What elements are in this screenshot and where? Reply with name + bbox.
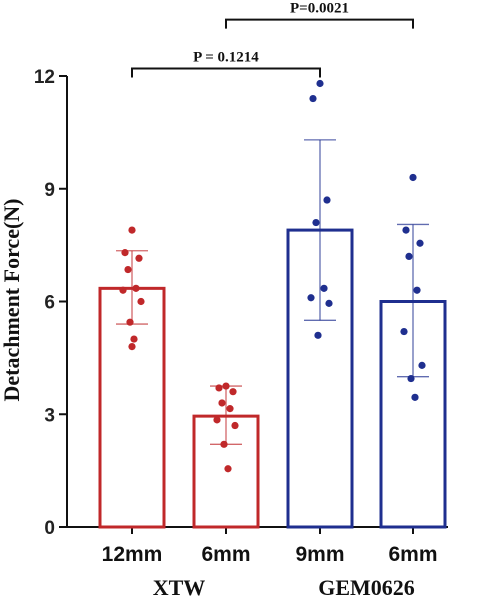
y-tick-label: 3 xyxy=(44,405,55,426)
data-point xyxy=(418,361,426,369)
data-point xyxy=(220,440,228,448)
data-point xyxy=(130,335,138,343)
data-point xyxy=(231,421,239,430)
significance-bracket xyxy=(131,67,321,78)
data-point xyxy=(215,384,223,392)
data-point xyxy=(413,286,421,294)
data-point xyxy=(119,286,127,294)
data-point xyxy=(411,393,419,401)
data-point xyxy=(402,226,410,234)
data-point xyxy=(323,196,331,204)
data-point xyxy=(400,327,408,336)
category-label: 12mm xyxy=(102,543,163,566)
data-point xyxy=(314,331,322,339)
data-point xyxy=(316,79,324,88)
bar-12mm xyxy=(98,286,166,529)
data-point xyxy=(312,218,320,227)
group-label: XTW xyxy=(153,575,206,600)
significance-annotations: P=0.0021 P = 0.1214 xyxy=(131,1,414,78)
data-point xyxy=(409,173,417,182)
data-point xyxy=(416,239,424,247)
data-point xyxy=(320,284,328,292)
y-axis-label: Detachment Force(N) xyxy=(0,198,24,401)
data-point xyxy=(222,382,230,390)
data-point xyxy=(224,465,232,473)
p-value-label: P=0.0021 xyxy=(290,1,349,17)
category-label: 6mm xyxy=(201,543,250,566)
data-point xyxy=(135,254,143,262)
category-label: 9mm xyxy=(295,543,344,566)
category-label: 6mm xyxy=(388,543,437,566)
data-point xyxy=(226,405,234,413)
data-point xyxy=(229,388,237,396)
data-point xyxy=(407,374,415,383)
y-tick-label: 0 xyxy=(44,518,55,539)
data-point xyxy=(309,94,317,103)
data-point xyxy=(128,343,136,351)
data-point xyxy=(126,318,134,326)
significance-bracket xyxy=(225,18,414,29)
data-point xyxy=(132,284,140,292)
data-points xyxy=(119,79,426,473)
data-point xyxy=(213,416,221,424)
data-point xyxy=(405,252,413,260)
data-point xyxy=(307,294,315,302)
axis-labels: 12mm 6mm 9mm 6mm XTW GEM0626 Detachment Force(… xyxy=(0,198,438,600)
y-tick-label: 12 xyxy=(34,67,55,88)
p-value-label: P = 0.1214 xyxy=(193,49,259,65)
data-point xyxy=(137,297,145,306)
data-point xyxy=(325,299,333,307)
data-point xyxy=(128,226,136,234)
data-point xyxy=(121,249,129,257)
y-tick-label: 9 xyxy=(44,180,55,201)
data-point xyxy=(218,399,226,407)
bars xyxy=(98,139,447,529)
y-tick-label: 6 xyxy=(44,293,55,314)
data-point xyxy=(124,265,132,274)
group-label: GEM0626 xyxy=(318,575,415,600)
